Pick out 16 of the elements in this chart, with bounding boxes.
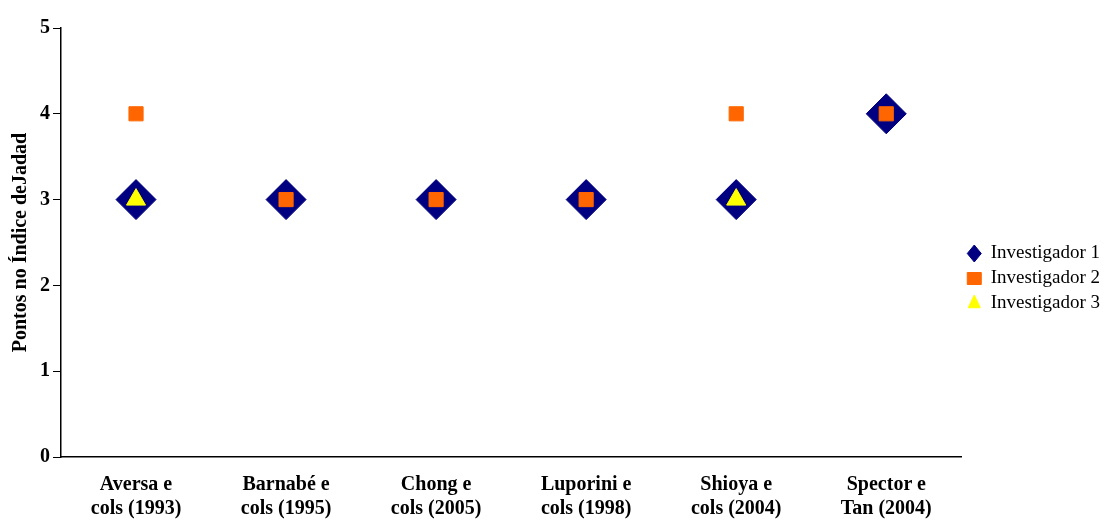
x-tick-label: Luporini e cols (1998) bbox=[540, 472, 632, 520]
x-tick-label: Shioya e cols (2004) bbox=[690, 472, 782, 520]
x-tick-label: Barnabé e cols (1995) bbox=[240, 472, 332, 520]
y-tick-label: 3 bbox=[40, 186, 50, 209]
y-axis-title: Pontos no Índice deJadad bbox=[8, 132, 31, 353]
x-tick-label: Aversa e cols (1993) bbox=[90, 472, 182, 520]
legend-label: Investigador 2 bbox=[990, 266, 1101, 288]
x-tick-label: Chong e cols (2005) bbox=[390, 472, 482, 520]
legend-label: Investigador 3 bbox=[990, 291, 1101, 313]
y-tick-label: 5 bbox=[40, 15, 50, 38]
y-tick-label: 2 bbox=[40, 272, 50, 295]
y-tick-label: 1 bbox=[40, 358, 50, 381]
x-tick-label: Spector e Tan (2004) bbox=[840, 472, 932, 520]
y-tick-label: 0 bbox=[40, 444, 50, 467]
legend-label: Investigador 1 bbox=[990, 241, 1101, 263]
y-tick-label: 4 bbox=[40, 100, 50, 123]
